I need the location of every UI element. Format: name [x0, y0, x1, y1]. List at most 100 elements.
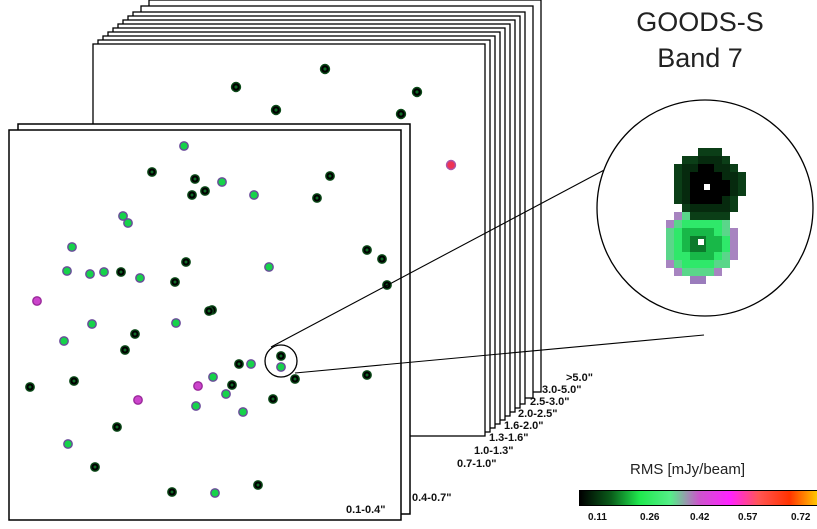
inset-pixel: [714, 236, 722, 244]
inset-pixel: [738, 172, 746, 180]
inset-pixel: [682, 244, 690, 252]
source-marker: [249, 190, 259, 200]
source-core: [93, 465, 97, 469]
inset-pixel: [698, 276, 706, 284]
source-marker: [171, 318, 181, 328]
colorbar-tick-0: 0.11: [588, 512, 607, 523]
inset-pixel: [714, 180, 722, 188]
inset-pixel: [682, 180, 690, 188]
source-marker: [62, 266, 72, 276]
inset-pixel: [730, 204, 738, 212]
inset-pixel: [674, 172, 682, 180]
inset-pixel: [722, 228, 730, 236]
panel-label-7: 2.5-3.0": [530, 396, 570, 408]
inset-pixel: [706, 220, 714, 228]
inset-pixel: [690, 180, 698, 188]
inset-pixel: [706, 260, 714, 268]
inset-pixel: [690, 172, 698, 180]
colorbar: [579, 490, 817, 506]
inset-pixel: [722, 188, 730, 196]
source-core: [170, 490, 174, 494]
source-core: [72, 379, 76, 383]
inset-pixel: [690, 268, 698, 276]
panel-label-1: 0.4-0.7": [412, 492, 452, 504]
source-marker: [63, 439, 73, 449]
source-marker: [445, 159, 457, 171]
inset-pixel: [666, 228, 674, 236]
inset-pixel: [722, 252, 730, 260]
source-core: [184, 260, 188, 264]
source-core: [274, 108, 278, 112]
source-core: [365, 248, 369, 252]
inset-center-marker: [698, 239, 704, 245]
inset-pixel: [690, 212, 698, 220]
inset-pixel: [674, 268, 682, 276]
source-core: [415, 90, 419, 94]
inset-pixel: [722, 204, 730, 212]
inset-pixel: [722, 164, 730, 172]
source-core: [193, 177, 197, 181]
inset-pixel: [698, 164, 706, 172]
source-marker: [264, 262, 274, 272]
inset-pixel: [730, 228, 738, 236]
inset-pixel: [706, 228, 714, 236]
inset-pixel: [682, 212, 690, 220]
inset-pixel: [674, 180, 682, 188]
panel-label-3: 1.0-1.3": [474, 445, 514, 457]
inset-center-marker: [704, 184, 710, 190]
inset-pixel: [666, 236, 674, 244]
inset-pixel: [722, 196, 730, 204]
inset-pixel: [722, 156, 730, 164]
inset-pixel: [706, 244, 714, 252]
zoom-line-lower: [294, 334, 705, 374]
inset-pixel: [714, 260, 722, 268]
source-core: [256, 483, 260, 487]
inset-pixel: [698, 204, 706, 212]
inset-pixel: [682, 188, 690, 196]
source-marker: [99, 267, 109, 277]
source-core: [315, 196, 319, 200]
inset-pixel: [722, 220, 730, 228]
inset-pixel: [714, 196, 722, 204]
panel-label-9: >5.0": [566, 372, 593, 384]
inset-pixel: [690, 260, 698, 268]
source-core: [119, 270, 123, 274]
inset-pixel: [690, 228, 698, 236]
source-marker: [193, 381, 203, 391]
inset-pixel: [666, 244, 674, 252]
inset-pixel: [706, 236, 714, 244]
inset-pixel: [714, 188, 722, 196]
zoom-inset-content: [666, 148, 746, 284]
inset-pixel: [674, 260, 682, 268]
inset-pixel: [690, 220, 698, 228]
source-marker: [210, 488, 220, 498]
source-marker: [217, 177, 227, 187]
inset-pixel: [714, 164, 722, 172]
source-marker: [238, 407, 248, 417]
title-line-1: GOODS-S: [636, 7, 764, 37]
inset-pixel: [714, 212, 722, 220]
inset-pixel: [714, 252, 722, 260]
inset-pixel: [690, 164, 698, 172]
inset-pixel: [698, 260, 706, 268]
source-core: [115, 425, 119, 429]
inset-pixel: [698, 196, 706, 204]
inset-pixel: [666, 260, 674, 268]
source-marker: [59, 336, 69, 346]
panel-label-8: 3.0-5.0": [542, 384, 582, 396]
inset-pixel: [722, 244, 730, 252]
inset-pixel: [674, 244, 682, 252]
inset-pixel: [698, 252, 706, 260]
inset-pixel: [666, 252, 674, 260]
inset-pixel: [698, 212, 706, 220]
inset-pixel: [690, 156, 698, 164]
source-marker: [123, 218, 133, 228]
inset-pixel: [682, 204, 690, 212]
colorbar-tick-1: 0.26: [640, 512, 660, 523]
source-marker: [67, 242, 77, 252]
panel-label-5: 1.6-2.0": [504, 420, 544, 432]
colorbar-title: RMS [mJy/beam]: [630, 461, 746, 478]
source-core: [399, 112, 403, 116]
inset-pixel: [682, 172, 690, 180]
inset-pixel: [682, 156, 690, 164]
